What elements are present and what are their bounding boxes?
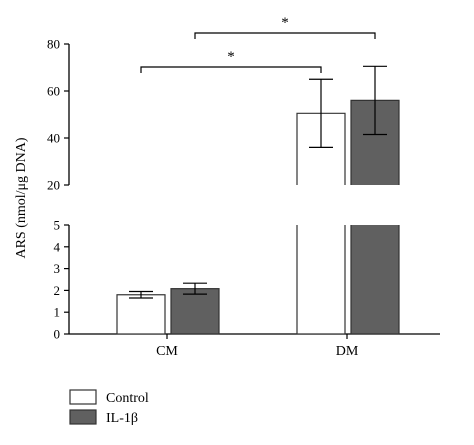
y-tick-label: 4: [54, 239, 61, 254]
y-tick-label: 2: [54, 283, 61, 298]
y-tick-label: 3: [54, 261, 61, 276]
y-tick-label: 40: [47, 131, 60, 146]
significance-label: *: [227, 49, 235, 65]
significance-bracket: [194, 32, 376, 39]
legend-swatch: [69, 409, 97, 425]
y-tick-label: 1: [54, 305, 61, 320]
significance-bracket: [140, 66, 322, 73]
significance-label: *: [281, 15, 289, 31]
bar: [116, 294, 166, 335]
bar-lower-part: [350, 225, 400, 335]
y-tick-label: 60: [47, 84, 60, 99]
y-tick-label: 80: [47, 37, 60, 52]
x-tick-label: DM: [336, 344, 359, 359]
chart-marks: 0 1 2 3 4 5 20 40 60 80 CM DM * * Control IL-1β: [47, 15, 440, 426]
bar-lower-part: [296, 225, 346, 335]
y-tick-label: 0: [54, 327, 61, 342]
legend-label: IL-1β: [106, 411, 138, 426]
legend-swatch: [69, 389, 97, 405]
bar: [170, 288, 220, 335]
x-tick-label: CM: [156, 344, 178, 359]
y-tick-label: 5: [54, 218, 61, 233]
y-tick-label: 20: [47, 178, 60, 193]
y-axis-label: ARS (nmol/μg DNA): [14, 137, 29, 258]
legend-label: Control: [106, 391, 149, 406]
